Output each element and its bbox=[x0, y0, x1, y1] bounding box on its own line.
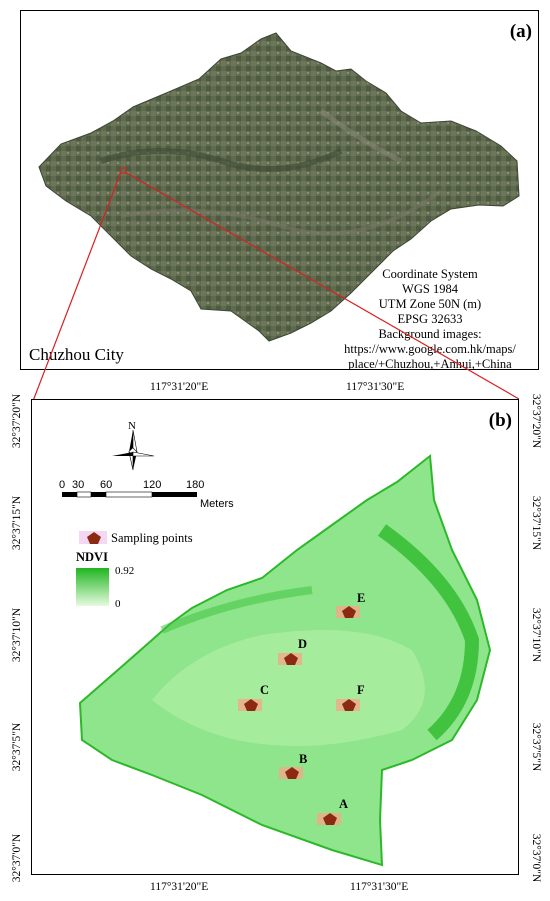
right-lat-tick: 32°37'15"N bbox=[530, 495, 542, 551]
left-lat-tick: 32°37'5"N bbox=[11, 722, 23, 772]
sampling-point-label-b: B bbox=[299, 752, 308, 766]
bottom-lon-tick: 117°31'20"E bbox=[150, 881, 209, 893]
panel-a-satellite-map: (a) Chuzhou City Coordinate System WGS 1… bbox=[20, 10, 539, 370]
left-lat-tick: 32°37'20"N bbox=[11, 393, 23, 449]
legend-sampling-marker-icon bbox=[79, 531, 107, 544]
scale-unit: Meters bbox=[200, 498, 234, 510]
info-line: UTM Zone 50N (m) bbox=[378, 297, 482, 311]
sampling-point-label-f: F bbox=[357, 683, 365, 697]
legend-ndvi-title: NDVI bbox=[76, 550, 108, 564]
city-name-label: Chuzhou City bbox=[29, 345, 124, 364]
bottom-lon-tick: 117°31'30"E bbox=[350, 881, 409, 893]
legend-ndvi-min: 0 bbox=[115, 598, 121, 610]
north-label: N bbox=[128, 420, 136, 432]
scale-label: 180 bbox=[186, 479, 205, 491]
panel-b-label: (b) bbox=[488, 410, 512, 431]
info-line: https://www.google.com.hk/maps/ bbox=[344, 342, 516, 356]
coordinate-info-box: Coordinate System WGS 1984 UTM Zone 50N … bbox=[330, 267, 530, 370]
legend-sampling-label: Sampling points bbox=[111, 531, 193, 545]
sampling-point-marker bbox=[336, 606, 360, 618]
scale-label: 120 bbox=[143, 479, 162, 491]
scale-bar bbox=[62, 491, 197, 498]
info-line: EPSG 32633 bbox=[397, 312, 463, 326]
info-line: Coordinate System bbox=[382, 267, 478, 281]
scale-label: 30 bbox=[72, 479, 85, 491]
top-lon-tick: 117°31'20"E bbox=[150, 381, 209, 393]
top-lon-tick: 117°31'30"E bbox=[346, 381, 405, 393]
sampling-point-marker bbox=[278, 653, 302, 665]
ndvi-map-canvas bbox=[62, 429, 492, 867]
panel-a-label: (a) bbox=[509, 21, 532, 42]
left-lat-tick: 32°37'10"N bbox=[11, 607, 23, 663]
north-arrow-icon bbox=[112, 429, 155, 471]
sampling-point-label-e: E bbox=[357, 591, 366, 605]
sampling-point-label-c: C bbox=[260, 683, 270, 697]
panel-b-ndvi-map: (b) N 0 30 60 120 180 Meters Sampling po… bbox=[31, 399, 519, 875]
sampling-point-marker bbox=[317, 813, 341, 825]
right-lat-tick: 32°37'10"N bbox=[530, 607, 542, 663]
sampling-point-marker bbox=[279, 767, 303, 779]
sampling-point-label-a: A bbox=[339, 797, 349, 811]
legend-ndvi-max: 0.92 bbox=[115, 565, 135, 577]
ndvi-legend-gradient bbox=[76, 568, 109, 606]
left-lat-tick: 32°37'0"N bbox=[11, 833, 23, 883]
info-line: place/+Chuzhou,+Anhui,+China bbox=[348, 357, 512, 370]
right-lat-tick: 32°37'0"N bbox=[530, 833, 542, 883]
info-line: Background images: bbox=[378, 327, 482, 341]
info-line: WGS 1984 bbox=[402, 282, 458, 296]
sampling-point-marker bbox=[238, 699, 262, 711]
sampling-point-label-d: D bbox=[298, 637, 308, 651]
scale-label: 0 bbox=[59, 479, 66, 491]
right-lat-tick: 32°37'5"N bbox=[530, 722, 542, 772]
sampling-point-marker bbox=[336, 699, 360, 711]
scale-label: 60 bbox=[100, 479, 113, 491]
left-lat-tick: 32°37'15"N bbox=[11, 495, 23, 551]
right-lat-tick: 32°37'20"N bbox=[530, 393, 542, 449]
